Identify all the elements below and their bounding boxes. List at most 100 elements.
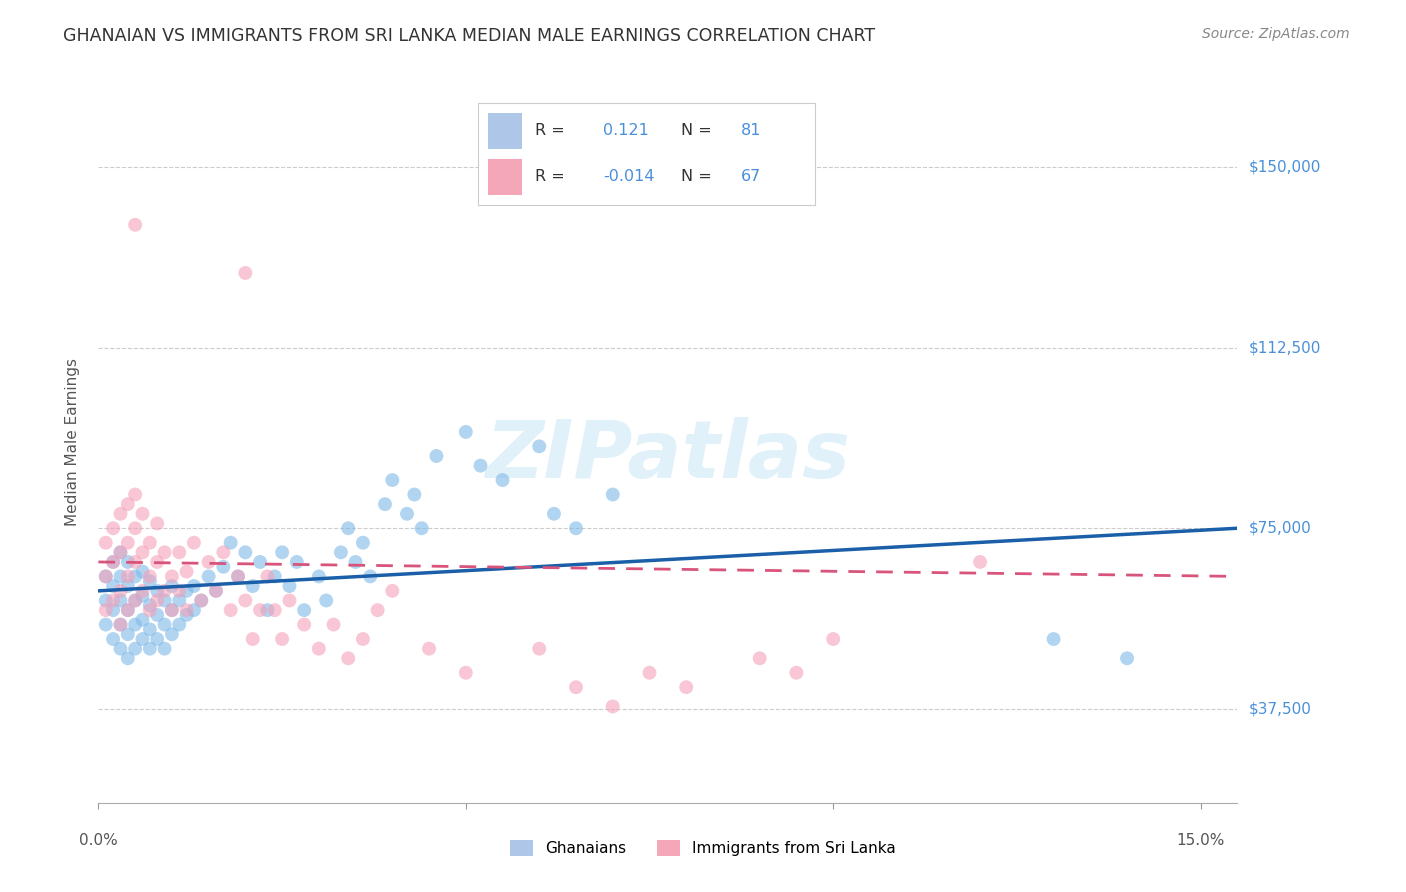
Point (602, 699, 624, 714)
Point (124, 555, 146, 569)
Point (94, 617, 117, 632)
Point (124, 487, 146, 501)
Point (146, 593, 169, 607)
Point (124, 593, 146, 607)
Point (110, 641, 132, 656)
Point (404, 487, 426, 501)
Point (131, 583, 153, 598)
Point (94, 593, 117, 607)
Point (146, 555, 169, 569)
Point (418, 641, 440, 656)
Point (197, 569, 219, 583)
Point (271, 545, 294, 559)
Point (94, 569, 117, 583)
Point (823, 632, 845, 646)
Point (146, 607, 169, 622)
Y-axis label: Median Male Earnings: Median Male Earnings (65, 358, 80, 525)
Point (205, 583, 228, 598)
Point (124, 641, 146, 656)
Point (101, 521, 124, 535)
Point (197, 555, 219, 569)
Point (160, 569, 183, 583)
Point (183, 603, 205, 617)
Text: 0.0%: 0.0% (79, 833, 118, 848)
Point (278, 593, 301, 607)
Point (1116, 651, 1139, 665)
Point (381, 583, 404, 598)
Point (543, 507, 565, 521)
Point (160, 579, 183, 593)
Point (139, 603, 162, 617)
Point (124, 569, 146, 583)
Point (308, 641, 330, 656)
Point (101, 632, 124, 646)
Point (235, 266, 257, 280)
Point (110, 545, 132, 559)
Point (529, 641, 551, 656)
Point (139, 569, 162, 583)
Point (292, 603, 315, 617)
Point (94, 535, 117, 549)
Point (131, 545, 153, 559)
Point (205, 583, 228, 598)
Point (176, 565, 198, 579)
Point (160, 627, 183, 641)
Point (263, 603, 285, 617)
Point (117, 579, 139, 593)
Point (167, 583, 190, 598)
Point (491, 473, 513, 487)
Point (176, 607, 198, 622)
Point (101, 555, 124, 569)
Point (219, 535, 242, 549)
Text: R =: R = (536, 169, 565, 185)
Point (249, 603, 271, 617)
Point (167, 617, 190, 632)
Point (153, 545, 176, 559)
Point (675, 680, 697, 694)
Point (131, 589, 153, 603)
Point (176, 583, 198, 598)
Point (329, 545, 352, 559)
Point (322, 617, 344, 632)
Text: $37,500: $37,500 (1249, 701, 1312, 716)
Point (153, 583, 176, 598)
Point (117, 535, 139, 549)
Point (242, 579, 264, 593)
Point (146, 516, 169, 531)
Text: 81: 81 (741, 123, 762, 138)
Point (146, 583, 169, 598)
Point (167, 593, 190, 607)
Point (117, 651, 139, 665)
Text: ZIPatlas: ZIPatlas (485, 417, 851, 495)
Point (256, 569, 278, 583)
Point (167, 545, 190, 559)
Point (110, 569, 132, 583)
Point (367, 603, 389, 617)
Point (212, 559, 235, 574)
Bar (488, 159, 522, 194)
Point (602, 487, 624, 501)
Text: 67: 67 (741, 169, 762, 185)
Point (101, 555, 124, 569)
Point (337, 521, 360, 535)
Point (395, 507, 418, 521)
Point (176, 603, 198, 617)
Point (117, 569, 139, 583)
Point (139, 535, 162, 549)
Point (117, 603, 139, 617)
Point (160, 603, 183, 617)
Point (425, 449, 447, 463)
Point (1042, 632, 1064, 646)
Point (374, 497, 396, 511)
Point (146, 632, 169, 646)
Point (101, 579, 124, 593)
Text: $150,000: $150,000 (1249, 160, 1320, 175)
Text: -0.014: -0.014 (603, 169, 654, 185)
Point (271, 632, 294, 646)
Point (381, 473, 404, 487)
Point (139, 599, 162, 613)
Point (190, 593, 212, 607)
Point (131, 507, 153, 521)
Point (153, 641, 176, 656)
Point (94, 569, 117, 583)
